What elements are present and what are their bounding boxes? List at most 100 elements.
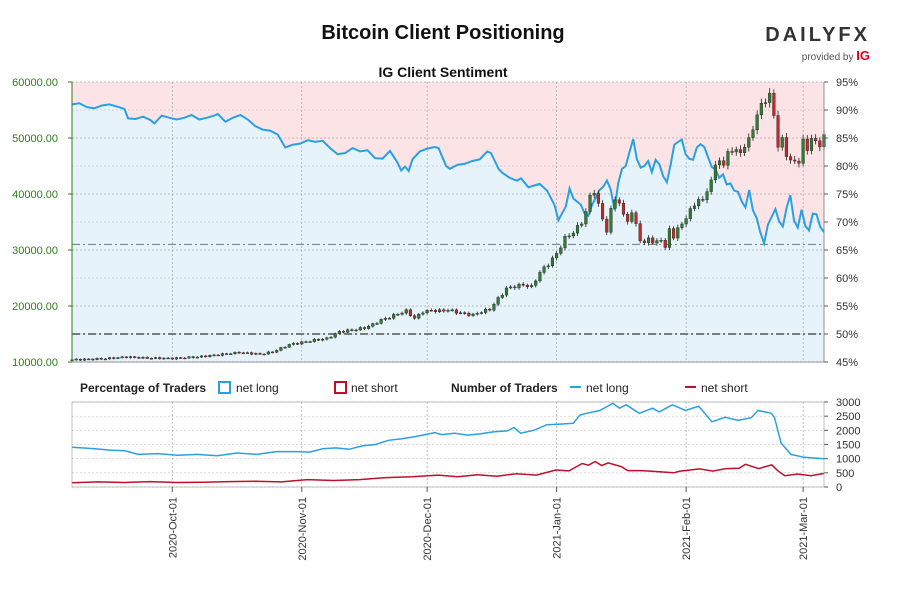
candle-down (204, 355, 208, 358)
candle-up (667, 228, 671, 248)
candle-up (609, 208, 613, 233)
price-tick-label: 50000.00 (12, 133, 58, 145)
candle-down (634, 212, 638, 224)
candle-up (425, 309, 429, 314)
date-tick-label: 2020-Dec-01 (422, 497, 434, 561)
candle-down (596, 193, 600, 204)
candle-down (454, 309, 458, 314)
candle-up (458, 312, 463, 314)
candle-up (400, 312, 404, 315)
traders-net-long-line (71, 402, 825, 460)
traders-panel: 0 500 1000 1500 2000 2500 3000 (71, 397, 860, 494)
candle-up (500, 294, 504, 298)
pct-tick-label: 65% (836, 245, 858, 257)
candle-up (383, 318, 387, 320)
traders-tick-label: 500 (836, 468, 854, 480)
candle-up (354, 329, 358, 332)
candle-up (321, 339, 325, 341)
candle-up (688, 208, 692, 219)
candle-up (74, 358, 78, 361)
dailyfx-logo[interactable]: DAILYFX provided by IG (760, 24, 870, 63)
candle-up (337, 331, 341, 334)
candle-down (429, 309, 433, 312)
candle-down (814, 138, 818, 142)
candle-down (521, 283, 525, 286)
candle-down (605, 218, 609, 233)
candle-up (162, 357, 166, 360)
candle-down (488, 308, 492, 311)
candle-up (404, 309, 408, 314)
candle-down (112, 357, 116, 359)
candle-up (471, 313, 475, 316)
candle-up (233, 351, 237, 354)
candle-up (199, 355, 204, 358)
candle-up (684, 218, 688, 225)
candle-up (655, 240, 659, 244)
traders-net-short-line (71, 460, 825, 484)
candle-up (396, 314, 400, 316)
traders-tick-label: 1500 (836, 440, 860, 452)
candle-up (546, 265, 550, 268)
candle-up (676, 227, 680, 239)
legend-pct-heading: Percentage of Traders (80, 381, 206, 395)
candle-up (763, 102, 768, 104)
legend-pct-short-swatch (334, 381, 347, 394)
candle-up (291, 343, 295, 345)
candle-down (137, 357, 141, 359)
candle-up (504, 287, 509, 296)
candle-up (358, 327, 362, 331)
candle-up (329, 336, 333, 339)
candle-up (751, 129, 755, 138)
candle-up (392, 314, 396, 319)
candle-down (617, 199, 621, 204)
candle-up (567, 235, 571, 238)
candle-up (208, 355, 212, 357)
candle-up (692, 205, 697, 209)
candle-up (646, 237, 651, 243)
candle-down (170, 357, 174, 360)
candle-up (734, 149, 738, 153)
legend: Percentage of Traders net long net short… (80, 381, 748, 395)
price-panel: 10000.00 20000.00 30000.00 40000.00 50000.00… (12, 77, 858, 369)
candle-up (120, 356, 124, 359)
pct-tick-label: 90% (836, 105, 858, 117)
candle-up (254, 353, 258, 355)
candle-up (371, 323, 375, 327)
candle-up (496, 297, 500, 305)
candle-up (538, 272, 542, 282)
candle-down (793, 159, 797, 162)
candle-down (818, 140, 822, 148)
candle-up (195, 356, 199, 359)
date-tick-label: 2020-Nov-01 (297, 497, 309, 561)
candle-up (534, 280, 538, 286)
traders-frame (71, 401, 825, 488)
candle-up (220, 353, 224, 356)
candle-down (316, 339, 321, 341)
candle-down (179, 357, 183, 359)
candle-up (768, 92, 772, 103)
candle-down (797, 160, 801, 164)
candle-down (124, 356, 128, 359)
candle-down (626, 214, 630, 222)
pct-tick-label: 55% (836, 301, 858, 313)
chart-subtitle: IG Client Sentiment (378, 64, 508, 80)
candle-down (663, 240, 667, 248)
candle-up (275, 350, 279, 353)
candle-up (128, 356, 133, 358)
traders-tick-label: 2500 (836, 411, 860, 423)
candle-up (759, 103, 763, 116)
candle-up (592, 193, 596, 196)
candle-up (325, 337, 329, 340)
candle-up (367, 326, 371, 329)
pct-tick-label: 95% (836, 77, 858, 89)
candle-down (463, 312, 467, 314)
candle-down (270, 351, 275, 354)
candle-up (266, 351, 270, 355)
candle-down (408, 309, 412, 316)
legend-num-short-label: net short (701, 381, 748, 395)
logo-wordmark: DAILYFX (765, 24, 870, 46)
pct-tick-label: 80% (836, 161, 858, 173)
candle-down (362, 327, 366, 329)
candle-up (479, 312, 483, 314)
